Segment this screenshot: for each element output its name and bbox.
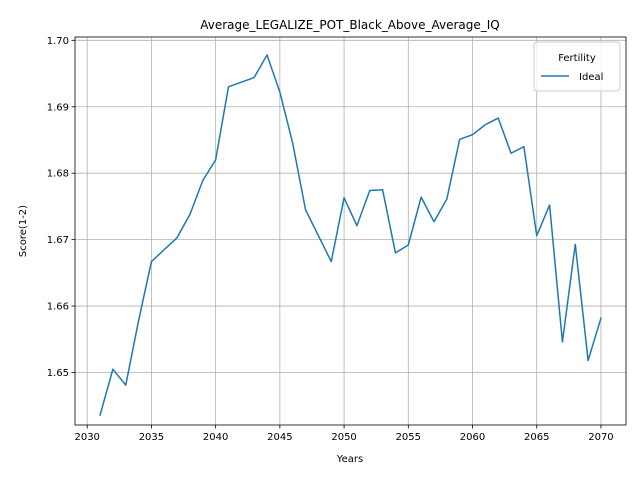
x-tick-label: 2060 xyxy=(460,432,485,443)
x-tick-label: 2070 xyxy=(588,432,613,443)
y-tick-label: 1.65 xyxy=(47,368,69,379)
chart-title: Average_LEGALIZE_POT_Black_Above_Average… xyxy=(200,18,499,32)
x-tick-label: 2055 xyxy=(396,432,421,443)
x-axis-ticks: 2030 2035 2040 2045 2050 2055 2060 2065 2070 xyxy=(74,425,614,443)
y-tick-label: 1.70 xyxy=(47,36,69,47)
x-tick-label: 2035 xyxy=(139,432,164,443)
legend-label-ideal: Ideal xyxy=(579,72,603,83)
x-tick-label: 2050 xyxy=(331,432,356,443)
y-axis-label: Score(1-2) xyxy=(18,205,29,257)
series-line-ideal xyxy=(99,54,602,416)
series-lines xyxy=(99,54,602,416)
plot-area-background xyxy=(75,37,626,425)
x-axis-label: Years xyxy=(336,454,363,465)
y-tick-label: 1.69 xyxy=(47,102,69,113)
x-tick-label: 2040 xyxy=(203,432,228,443)
legend-box xyxy=(533,41,621,92)
y-tick-label: 1.66 xyxy=(47,302,69,313)
x-tick-label: 2065 xyxy=(524,432,549,443)
y-tick-label: 1.67 xyxy=(47,235,69,246)
x-tick-label: 2045 xyxy=(267,432,292,443)
legend-title: Fertility xyxy=(558,53,596,64)
grid-lines xyxy=(75,37,626,425)
y-axis-ticks: 1.65 1.66 1.67 1.68 1.69 1.70 xyxy=(47,36,75,379)
x-tick-label: 2030 xyxy=(74,432,99,443)
plot-frame xyxy=(74,36,627,426)
legend: Fertility Ideal xyxy=(533,41,621,92)
y-tick-label: 1.68 xyxy=(47,169,69,180)
